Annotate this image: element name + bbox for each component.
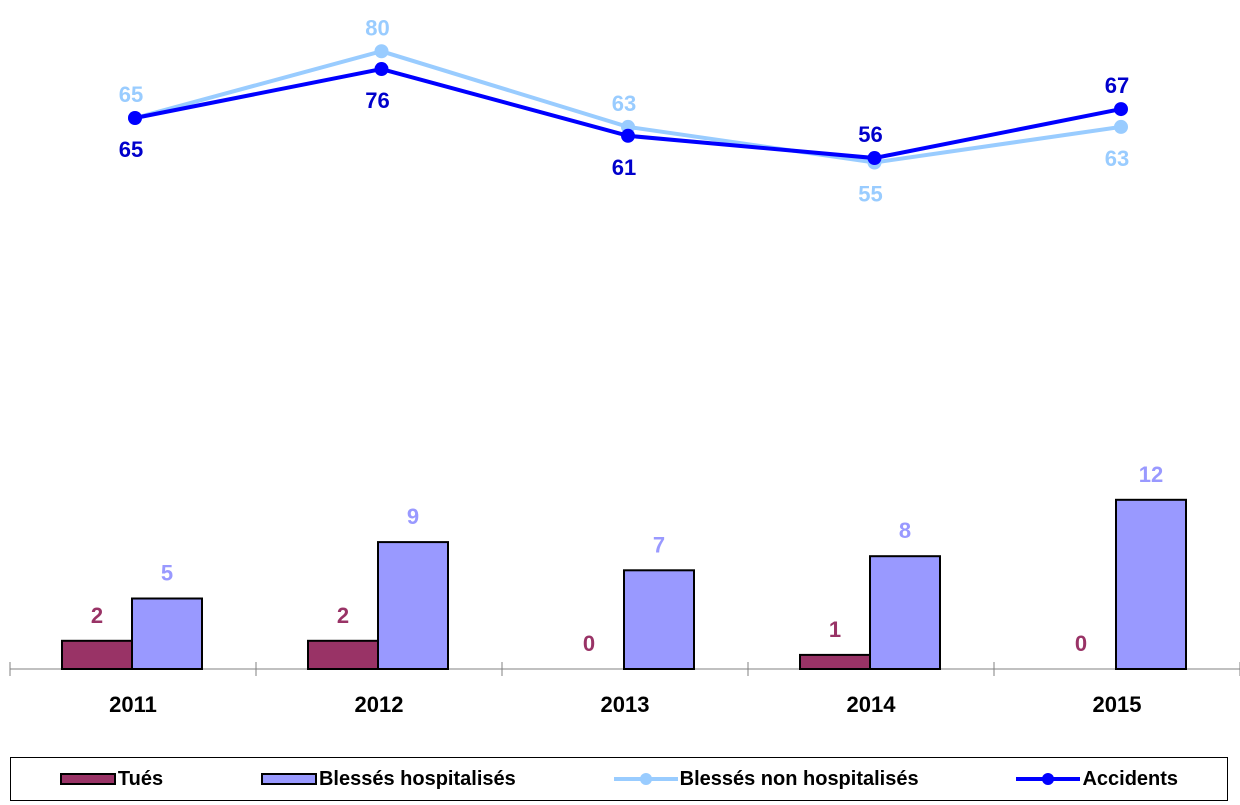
legend: Tués Blessés hospitalisés Blessés non ho… [10, 757, 1228, 801]
legend-label-blesses-hospitalises: Blessés hospitalisés [318, 767, 516, 790]
bar-value-label: 8 [899, 518, 911, 543]
bar-tues [307, 639, 379, 670]
line-value-label: 65 [119, 82, 143, 107]
line-value-label: 67 [1105, 73, 1129, 98]
bar-value-label: 1 [829, 617, 841, 642]
line-value-label: 76 [365, 88, 389, 113]
bar-value-label: 2 [91, 603, 103, 628]
x-tick-label: 2014 [847, 692, 897, 717]
line-value-label: 55 [858, 182, 882, 207]
legend-item-tues: Tués [59, 767, 164, 791]
legend-label-blesses-non-hospitalises: Blessés non hospitalisés [679, 767, 919, 790]
bars [61, 498, 1187, 671]
bar-value-label: 12 [1139, 462, 1163, 487]
line-value-label: 56 [858, 122, 882, 147]
line-value-label: 63 [1105, 146, 1129, 171]
legend-item-blesses-hospitalises: Blessés hospitalisés [260, 767, 516, 791]
bar-blesses-hospitalises [131, 597, 203, 670]
bar-blesses-hospitalises [1115, 498, 1187, 670]
bar-value-label: 2 [337, 603, 349, 628]
line-point-accidents [621, 128, 635, 143]
line-value-label: 80 [365, 15, 389, 40]
bar-tues [61, 639, 133, 670]
legend-label-accidents: Accidents [1082, 767, 1179, 790]
legend-swatch-accidents [1016, 773, 1081, 785]
data-labels: 2 2 0 1 0 5 9 7 8 12 65 80 63 55 63 65 76 61 56 67 [91, 15, 1163, 656]
legend-label-tues: Tués [117, 767, 164, 790]
legend-swatch-tues [59, 773, 116, 785]
line-value-label: 61 [612, 155, 636, 180]
legend-swatch-blesses-hospitalises [260, 773, 317, 785]
line-value-label: 63 [612, 91, 636, 116]
legend-item-blesses-non-hospitalises: Blessés non hospitalisés [613, 767, 919, 791]
line-value-label: 65 [119, 137, 143, 162]
line-point-accidents [867, 151, 882, 166]
lines [128, 44, 1128, 170]
x-tick-label: 2011 [109, 692, 157, 717]
bar-blesses-hospitalises [623, 569, 695, 670]
line-point-accidents [374, 62, 389, 77]
x-tick-label: 2013 [601, 692, 650, 717]
legend-item-accidents: Accidents [1016, 768, 1178, 791]
x-tick-label: 2015 [1093, 692, 1142, 717]
x-axis: 2011 2012 2013 2014 2015 [9, 662, 1240, 717]
x-tick-label: 2012 [355, 692, 404, 717]
line-point-blesses-non-hospitalises [1114, 119, 1128, 134]
line-point-accidents [1114, 102, 1128, 117]
line-point-blesses-non-hospitalises [374, 44, 389, 59]
bar-value-label: 0 [583, 631, 595, 656]
bar-blesses-hospitalises [869, 555, 941, 671]
line-point-accidents [128, 111, 142, 125]
bar-value-label: 5 [161, 561, 173, 586]
bar-blesses-hospitalises [377, 541, 449, 670]
bar-value-label: 7 [653, 532, 665, 557]
bar-tues [799, 653, 871, 671]
bar-value-label: 9 [407, 504, 419, 529]
legend-swatch-blesses-non-hospitalises [613, 773, 678, 785]
bar-value-label: 0 [1075, 631, 1087, 656]
